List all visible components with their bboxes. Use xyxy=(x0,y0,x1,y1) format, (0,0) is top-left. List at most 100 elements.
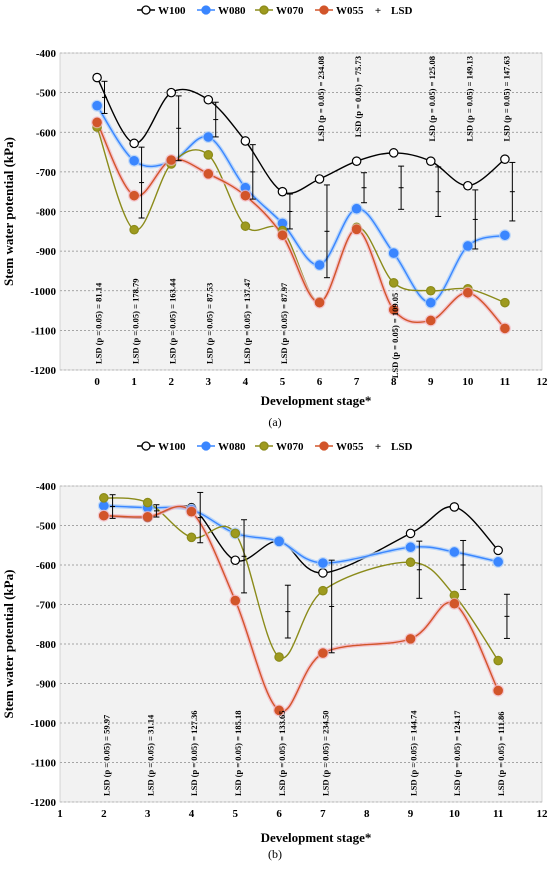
legend-label-lsd: LSD xyxy=(391,5,412,17)
y-tick-label: -600 xyxy=(36,560,57,572)
data-point-w080 xyxy=(425,297,436,308)
chart-panel-a: -400 -500 -600 -700 -800 -900 -1000 -1100 -1200 0… xyxy=(1,5,548,429)
lsd-error-bar xyxy=(460,539,467,591)
lsd-error-bar xyxy=(138,146,145,219)
data-point-w055 xyxy=(351,224,362,235)
y-tick-label: -700 xyxy=(36,167,57,179)
data-point-w055 xyxy=(240,190,251,201)
legend-marker-w070 xyxy=(259,441,269,451)
x-tick-label: 5 xyxy=(233,808,239,820)
data-point-w100 xyxy=(351,156,362,166)
x-tick-label: 2 xyxy=(168,376,174,388)
legend-label-w100: W100 xyxy=(158,441,186,453)
data-point-w100 xyxy=(449,502,460,512)
y-tick-label: -1100 xyxy=(31,758,57,770)
data-point-w100 xyxy=(493,545,503,556)
lsd-label: LSD (p = 0.05) = 234.08 xyxy=(316,56,326,142)
data-point-w070 xyxy=(142,497,153,508)
data-point-w055 xyxy=(493,685,503,696)
lsd-label: LSD (p = 0.05) = 127.36 xyxy=(189,711,199,797)
x-tick-label: 9 xyxy=(408,808,414,820)
x-tick-label: 10 xyxy=(462,376,474,388)
data-point-w055 xyxy=(388,304,399,315)
data-point-w070 xyxy=(186,532,197,543)
lsd-label: LSD (p = 0.05) = 144.74 xyxy=(408,710,418,796)
x-tick-label: 1 xyxy=(131,376,137,388)
x-tick-label: 1 xyxy=(57,808,63,820)
legend-label-w080: W080 xyxy=(218,441,246,453)
data-point-w055 xyxy=(166,155,177,165)
data-point-w080 xyxy=(129,155,139,166)
legend: W100 W080 W070 W055 + LSD xyxy=(137,5,412,17)
plot-frame xyxy=(59,485,543,803)
legend-marker-w080 xyxy=(201,5,211,15)
data-point-w080 xyxy=(463,241,473,251)
data-point-w055 xyxy=(142,512,153,522)
lsd-label: LSD (p = 0.05) = 87.97 xyxy=(279,282,289,364)
lsd-error-bar xyxy=(509,161,516,222)
data-point-w080 xyxy=(318,558,328,568)
data-point-w070 xyxy=(318,585,328,596)
lsd-error-bar xyxy=(284,584,291,639)
x-tick-label: 7 xyxy=(354,376,360,388)
data-point-w055 xyxy=(92,117,102,128)
x-tick-label: 7 xyxy=(320,808,326,820)
data-point-w055 xyxy=(500,323,510,334)
data-point-w100 xyxy=(92,72,102,83)
legend-marker-w100 xyxy=(141,441,151,451)
lsd-error-bar xyxy=(197,491,204,544)
data-point-w055 xyxy=(463,287,473,298)
data-point-w080 xyxy=(92,100,102,111)
y-tick-label: -500 xyxy=(36,521,57,533)
legend-label-w070: W070 xyxy=(276,5,304,17)
y-tick-label: -1200 xyxy=(30,365,56,377)
y-tick-label: -1000 xyxy=(30,718,56,730)
x-tick-label: 4 xyxy=(189,808,195,820)
legend-label-w055: W055 xyxy=(336,441,364,453)
lsd-label: LSD (p = 0.05) = 81.14 xyxy=(93,282,103,364)
legend-marker-lsd: + xyxy=(375,5,381,17)
data-point-w070 xyxy=(230,528,241,539)
data-point-w080 xyxy=(351,203,362,214)
data-point-w070 xyxy=(425,285,436,296)
lsd-label: LSD (p = 0.05) = 87.53 xyxy=(205,283,215,364)
data-point-w100 xyxy=(166,87,177,98)
lsd-error-bar xyxy=(361,172,368,204)
x-tick-label: 8 xyxy=(364,808,370,820)
data-point-w055 xyxy=(318,648,328,658)
x-tick-label: 12 xyxy=(537,376,549,388)
data-point-w070 xyxy=(493,655,503,666)
data-point-w070 xyxy=(405,557,416,568)
data-point-w055 xyxy=(314,297,325,308)
y-tick-label: -500 xyxy=(36,88,57,100)
legend-label-w080: W080 xyxy=(218,5,246,17)
data-point-w055 xyxy=(274,705,284,716)
data-point-w070 xyxy=(388,278,399,288)
data-point-w070 xyxy=(99,493,109,503)
y-tick-label: -700 xyxy=(36,600,57,612)
panel-label: (b) xyxy=(268,847,282,861)
x-tick-label: 4 xyxy=(243,376,249,388)
plot-frame xyxy=(59,52,543,371)
lsd-error-bar xyxy=(435,166,442,217)
data-point-w100 xyxy=(425,156,436,166)
lsd-label: LSD (p = 0.05) = 149.13 xyxy=(464,56,474,142)
lsd-error-bar xyxy=(109,494,116,519)
lsd-label: LSD (p = 0.05) = 31.14 xyxy=(145,714,155,796)
data-point-w100 xyxy=(318,568,328,578)
legend-marker-w055 xyxy=(319,5,329,15)
x-axis-title: Development stage* xyxy=(261,393,372,408)
data-point-w100 xyxy=(230,555,241,566)
legend-marker-w055 xyxy=(319,441,329,451)
data-point-w070 xyxy=(129,224,139,235)
panel-label: (a) xyxy=(268,415,281,429)
chart-panel-b: -400-500-600-700-800-900-1000-1100-12001… xyxy=(1,441,548,861)
data-point-w055 xyxy=(277,230,288,241)
x-tick-label: 0 xyxy=(94,376,100,388)
lsd-error-bar xyxy=(416,540,423,599)
data-point-w100 xyxy=(203,94,214,105)
y-tick-label: -600 xyxy=(36,127,57,139)
data-point-w080 xyxy=(405,542,416,553)
lsd-error-bar xyxy=(249,144,256,200)
